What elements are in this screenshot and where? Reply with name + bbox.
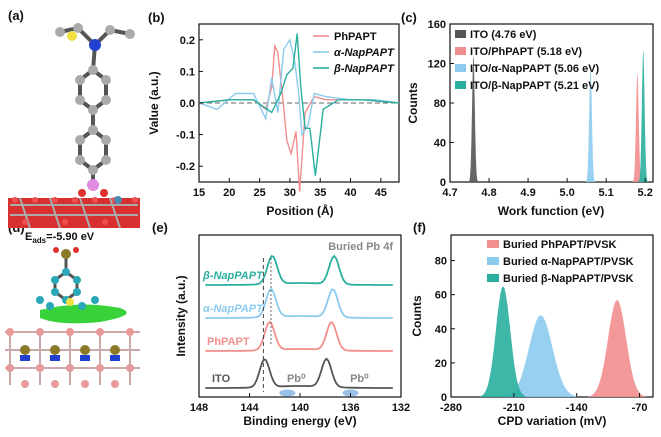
chart-e-annotation: Pb⁰	[350, 373, 369, 385]
chart-c-xtick-label: 5.0	[559, 187, 574, 199]
chart-f-xtick-label: -210	[503, 402, 525, 414]
chart-b-ytick-label: -0.2	[176, 161, 195, 173]
panel-label-b: (b)	[148, 10, 165, 25]
chart-e-ylabel: Intensity (a.u.)	[174, 275, 188, 356]
chart-c-ytick-label: 40	[434, 138, 446, 150]
chart-f-ytick-label: 0	[441, 392, 447, 404]
chart-b-ytick-label: 0.1	[180, 66, 195, 78]
chart-e-spectrum-3	[205, 357, 393, 389]
chart-c-ylabel: Counts	[406, 82, 420, 124]
chart-f-xtick-label: -70	[632, 402, 648, 414]
chart-f-legend-swatch-1	[487, 257, 499, 265]
chart-f-xtick-label: -280	[440, 402, 462, 414]
chart-e-xtick-label: 148	[190, 402, 208, 414]
eads-label: Eads=-5.90 eV	[25, 231, 95, 245]
chart-c-legend-swatch-0	[455, 30, 466, 38]
panel-label-e: (e)	[152, 220, 168, 235]
chart-c-peak-2	[585, 68, 596, 182]
chart-f-ytick-label: 60	[435, 290, 447, 302]
chart-c-ytick-label: 0	[440, 177, 446, 189]
chart-c-ytick-label: 120	[428, 59, 446, 71]
chart-f-legend-label-1: Buried α-NapPAPT/PVSK	[503, 256, 634, 268]
chart-b-series-line-1	[198, 38, 400, 137]
chart-c-xtick-label: 5.2	[638, 187, 653, 199]
chart-f-legend-swatch-2	[487, 274, 499, 282]
chart-e-spectrum-2	[205, 320, 393, 352]
chart-b-xtick-label: 45	[375, 187, 387, 199]
chart-c-ytick-label: 80	[434, 98, 446, 110]
chart-c-legend-swatch-1	[455, 47, 466, 55]
chart-e-xtick-label: 144	[240, 402, 259, 414]
chart-f-legend-swatch-0	[487, 240, 499, 248]
chart-b-legend-label-0: PhPAPT	[334, 31, 377, 43]
chart-b-ytick-label: -0.1	[176, 130, 195, 142]
chart-e-annotation: Pb⁰	[287, 373, 306, 385]
chart-f-ytick-label: 20	[435, 358, 447, 370]
chart-b: 15 20 25 30 35 40 45 0.2 0.1 0.0 -0.1 -0.2 Positio…	[147, 23, 400, 218]
chart-c-peak-3	[637, 50, 649, 183]
chart-b-legend-label-1: α-NapPAPT	[334, 47, 395, 59]
chart-e-series-label-1: α-NapPAPT	[203, 303, 264, 315]
chart-f: -280 -210 -140 -70 80 60 40 20 0 CPD variation …	[410, 234, 654, 428]
chart-c-xtick-label: 4.7	[442, 187, 457, 199]
chart-c-xtick-label: 4.8	[481, 187, 496, 199]
chart-f-xtick-label: -140	[566, 402, 588, 414]
chart-f-distribution-0	[588, 299, 646, 397]
chart-c-legend-label-1: ITO/PhPAPT (5.18 eV)	[470, 46, 582, 58]
panel-label-a: (a)	[8, 8, 24, 23]
chart-b-xtick-label: 20	[223, 187, 235, 199]
chart-b-xtick-label: 30	[284, 187, 296, 199]
chart-f-legend-label-0: Buried PhPAPT/PVSK	[503, 239, 617, 251]
chart-f-distribution-1	[503, 315, 579, 397]
chart-c-ytick-label: 160	[428, 19, 446, 31]
chart-c-xtick-label: 5.1	[599, 187, 614, 199]
chart-f-ytick-label: 80	[435, 256, 447, 268]
chart-f-xlabel: CPD variation (mV)	[498, 414, 607, 428]
chart-c-peak-1	[631, 73, 643, 182]
chart-e-xlabel: Binding energy (eV)	[243, 414, 356, 428]
chart-e-spectrum-0	[205, 254, 393, 286]
chart-c-legend-swatch-2	[455, 64, 466, 72]
chart-c-legend-swatch-3	[455, 81, 466, 89]
chart-c-legend-label-2: ITO/α-NapPAPT (5.06 eV)	[470, 63, 600, 75]
molecule-a-image	[8, 23, 140, 229]
chart-b-ytick-label: 0.0	[180, 98, 195, 110]
chart-f-distribution-2	[480, 286, 527, 397]
chart-e: Buried Pb 4f β-NapPAPT α-NapPAPT PhPAPT ITO…	[174, 234, 410, 428]
chart-e-title: Buried Pb 4f	[328, 241, 393, 253]
chart-e-series-label-3: ITO	[212, 373, 231, 385]
chart-c: 4.7 4.8 4.9 5.0 5.1 5.2 160 120 80 40 0 Work func…	[406, 19, 654, 218]
chart-c-xlabel: Work function (eV)	[498, 204, 604, 218]
chart-e-series-label-0: β-NapPAPT	[202, 270, 264, 282]
chart-b-series-line-2	[198, 33, 400, 176]
chart-e-spectrum-1	[205, 287, 393, 319]
chart-c-legend-label-3: ITO/β-NapPAPT (5.21 eV)	[470, 80, 600, 92]
panel-label-f: (f)	[413, 220, 426, 235]
chart-e-xtick-label: 140	[291, 402, 309, 414]
chart-e-pb0-component	[279, 389, 296, 397]
chart-e-series-label-2: PhPAPT	[207, 336, 250, 348]
chart-c-xtick-label: 4.9	[520, 187, 535, 199]
chart-f-ylabel: Counts	[410, 295, 424, 337]
panel-label-c: (c)	[401, 10, 417, 25]
chart-c-legend-label-0: ITO (4.76 eV)	[470, 29, 537, 41]
chart-b-xtick-label: 15	[193, 187, 205, 199]
chart-b-xtick-label: 25	[253, 187, 265, 199]
chart-b-xtick-label: 35	[314, 187, 326, 199]
chart-b-xtick-label: 40	[344, 187, 356, 199]
chart-b-ytick-label: 0.2	[180, 35, 195, 47]
chart-f-legend-label-2: Buried β-NapPAPT/PVSK	[503, 273, 634, 285]
chart-e-xtick-label: 136	[341, 402, 359, 414]
chart-b-xlabel: Position (Å)	[266, 203, 333, 218]
chart-b-legend-label-2: β-NapPAPT	[333, 63, 395, 75]
chart-e-xtick-label: 132	[392, 402, 410, 414]
chart-c-peak-0	[468, 55, 479, 182]
chart-b-ylabel: Value (a.u.)	[147, 71, 161, 134]
molecule-d-image	[5, 247, 140, 388]
chart-f-ytick-label: 40	[435, 324, 447, 336]
